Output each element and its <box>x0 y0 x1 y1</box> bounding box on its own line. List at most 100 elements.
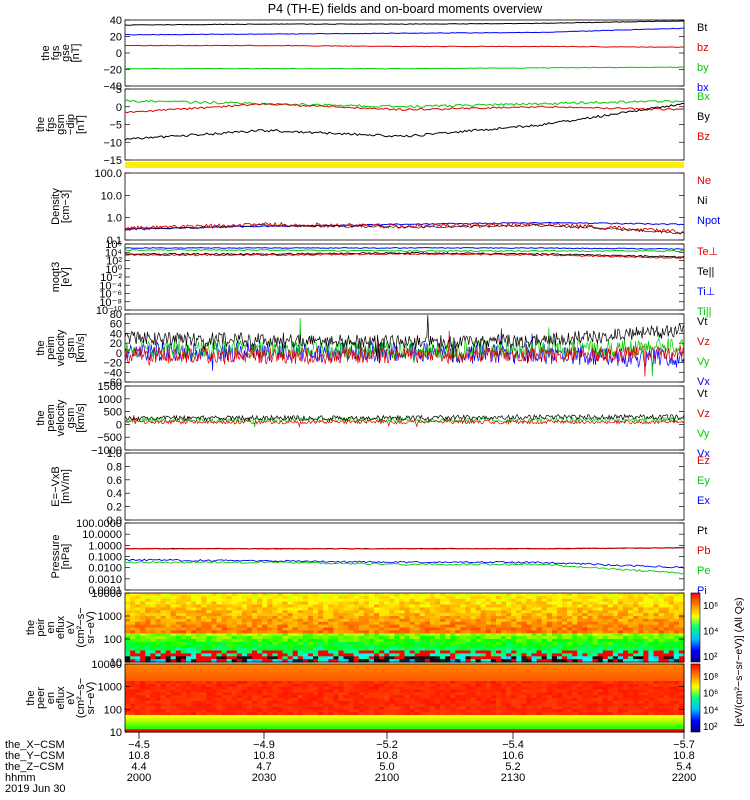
spectrogram-cell <box>267 610 273 614</box>
spectrogram-cell <box>206 644 212 649</box>
spectrogram-cell <box>597 644 604 649</box>
spectrogram-cell <box>531 644 538 649</box>
spectrogram-cell <box>328 717 334 722</box>
spectrogram-cell <box>201 639 207 643</box>
spectrogram-cell <box>231 595 238 600</box>
spectrogram-cell <box>562 595 568 600</box>
spectrogram-cell <box>353 630 360 634</box>
spectrogram-cell <box>374 689 380 693</box>
spectrogram-cell <box>673 618 680 623</box>
spectrogram-cell <box>399 678 406 682</box>
spectrogram-cell <box>343 706 350 710</box>
spectrogram-cell <box>440 641 446 646</box>
spectrogram-cell <box>313 672 319 676</box>
spectrogram-cell <box>318 647 324 652</box>
y-tick-label: 0.0100 <box>88 563 122 575</box>
spectrogram-cell <box>648 656 655 660</box>
spectrogram-cell <box>150 720 157 725</box>
spectrogram-cell <box>277 659 284 663</box>
spectrogram-cell <box>236 709 243 713</box>
spectrogram-cell <box>511 709 517 713</box>
spectrogram-cell <box>648 613 655 617</box>
spectrogram-cell <box>150 683 157 688</box>
spectrogram-cell <box>470 700 477 705</box>
spectrogram-cell <box>292 627 299 631</box>
spectrogram-cell <box>516 601 522 606</box>
spectrogram-cell <box>191 610 197 614</box>
spectrogram-cell <box>404 683 411 688</box>
spectrogram-cell <box>394 675 400 679</box>
spectrogram-cell <box>297 593 304 597</box>
spectrogram-cell <box>272 593 279 597</box>
spectrogram-cell <box>455 706 461 710</box>
spectrogram-cell <box>313 698 319 702</box>
spectrogram-cell <box>521 689 528 693</box>
spectrogram-cell <box>455 700 461 705</box>
y-tick-label: 40 <box>110 15 122 27</box>
spectrogram-cell <box>186 650 192 654</box>
spectrogram-cell <box>191 678 197 682</box>
spectrogram-cell <box>440 681 446 685</box>
spectrogram-cell <box>125 627 131 631</box>
spectrogram-cell <box>186 683 192 688</box>
spectrogram-cell <box>404 729 411 733</box>
y-tick-label: −20 <box>103 358 122 370</box>
spectrogram-cell <box>175 659 182 663</box>
spectrogram-cell <box>516 639 522 643</box>
spectrogram-cell <box>562 624 568 629</box>
spectrogram-cell <box>404 686 411 691</box>
spectrogram-cell <box>358 692 365 696</box>
spectrogram-cell <box>257 709 263 713</box>
spectrogram-cell <box>485 712 492 716</box>
spectrogram-cell <box>206 613 212 617</box>
spectrogram-cell <box>404 689 411 693</box>
spectrogram-cell <box>160 692 167 696</box>
spectrogram-cell <box>211 715 218 719</box>
spectrogram-cell <box>658 639 665 643</box>
spectrogram-cell <box>623 601 629 606</box>
spectrogram-cell <box>384 700 390 705</box>
y-tick-label: 0.1000 <box>88 552 122 564</box>
spectrogram-cell <box>445 689 451 693</box>
spectrogram-cell <box>267 712 273 716</box>
spectrogram-cell <box>302 621 309 626</box>
spectrogram-cell <box>297 604 304 608</box>
spectrogram-cell <box>409 618 416 623</box>
spectrogram-cell <box>353 653 360 657</box>
spectrogram-cell <box>206 706 212 710</box>
spectrogram-cell <box>551 720 558 725</box>
spectrogram-cell <box>541 717 548 722</box>
spectrogram-cell <box>419 709 426 713</box>
spectrogram-cell <box>135 639 141 643</box>
spectrogram-cell <box>485 647 492 652</box>
spectrogram-cell <box>531 593 538 597</box>
spectrogram-cell <box>221 720 228 725</box>
spectrogram-cell <box>140 712 146 716</box>
spectrogram-cell <box>460 595 467 600</box>
spectrogram-cell <box>531 647 538 652</box>
spectrogram-cell <box>165 692 172 696</box>
spectrogram-cell <box>546 712 553 716</box>
spectrogram-cell <box>241 720 248 725</box>
spectrogram-cell <box>252 717 258 722</box>
y-tick-label: 20 <box>110 338 122 350</box>
spectrogram-cell <box>419 616 426 620</box>
spectrogram-cell <box>475 698 482 702</box>
spectrogram-cell <box>338 627 345 631</box>
y-axis-label: eflux <box>55 615 67 639</box>
spectrogram-cell <box>557 633 563 637</box>
spectrogram-cell <box>445 630 451 634</box>
spectrogram-cell <box>399 700 406 705</box>
spectrogram-cell <box>384 627 390 631</box>
spectrogram-cell <box>216 644 223 649</box>
spectrogram-cell <box>262 601 268 606</box>
spectrogram-cell <box>358 636 365 640</box>
spectrogram-cell <box>490 610 497 614</box>
spectrogram-cell <box>638 618 644 623</box>
spectrogram-cell <box>150 695 157 699</box>
spectrogram-cell <box>307 618 314 623</box>
spectrogram-cell <box>475 726 482 730</box>
spectrogram-cell <box>170 669 177 674</box>
spectrogram-cell <box>429 695 436 699</box>
spectrogram-cell <box>348 639 355 643</box>
